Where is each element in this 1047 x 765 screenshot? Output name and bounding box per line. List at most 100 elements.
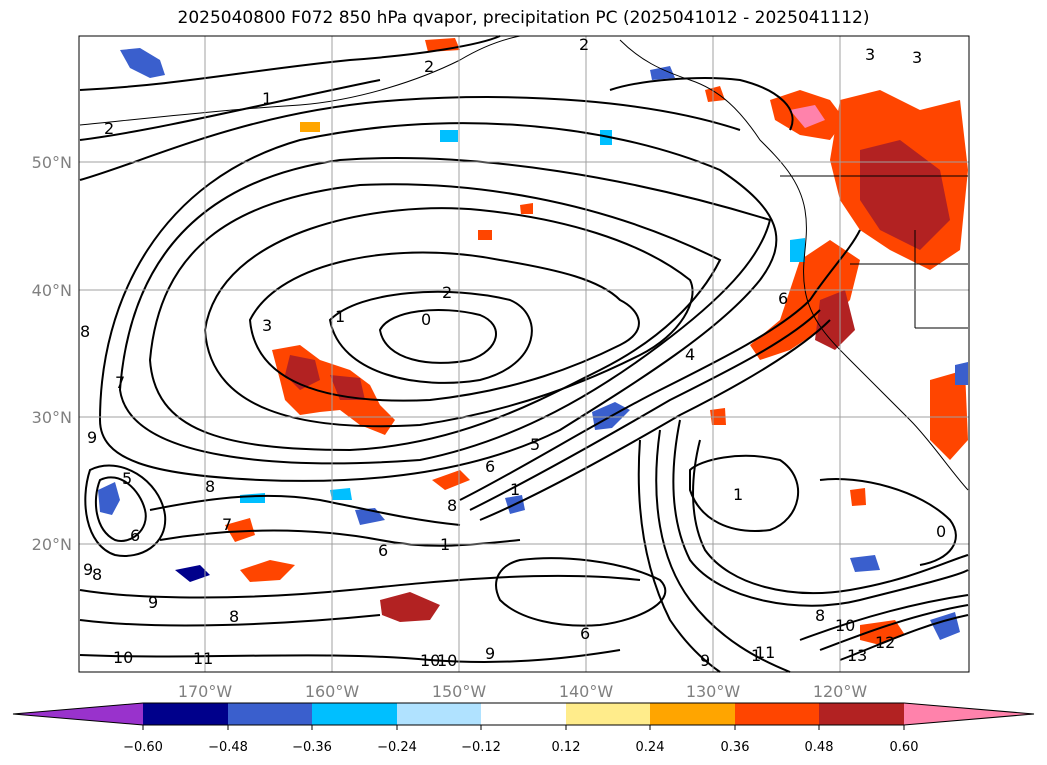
lon-label: 120°W — [813, 682, 868, 701]
contour-label: 1 — [335, 307, 345, 326]
contour-line — [378, 309, 497, 364]
colorbar-segment — [566, 703, 650, 725]
contour-label: 0 — [936, 522, 946, 541]
colorbar-extend-high — [904, 703, 1034, 725]
precip-blob — [790, 238, 805, 262]
contour-label: 10 — [835, 616, 855, 635]
contour-line — [469, 309, 821, 511]
contour-label: 8 — [92, 565, 102, 584]
precip-blob — [432, 470, 470, 490]
lat-label: 40°N — [32, 281, 72, 300]
precip-blob — [790, 105, 825, 128]
lon-label: 130°W — [686, 682, 741, 701]
precip-blob — [705, 86, 725, 102]
contour-label: 12 — [875, 633, 895, 652]
lat-label: 50°N — [32, 153, 72, 172]
contour-line — [495, 557, 667, 627]
contour-line — [692, 439, 969, 594]
precip-blob — [650, 66, 675, 80]
contour-line — [799, 594, 969, 641]
contour-label: 9 — [485, 644, 495, 663]
contour-label: 3 — [912, 48, 922, 67]
contour-label: 10 — [437, 651, 457, 670]
contour-label: 1 — [262, 89, 272, 108]
contour-label: 1 — [733, 485, 743, 504]
colorbar-tick-label: −0.12 — [461, 740, 501, 755]
lat-axis: 50°N 40°N 30°N 20°N — [32, 153, 72, 554]
precip-blob — [98, 482, 120, 515]
contour-label: 2 — [579, 35, 589, 54]
colorbar-segment — [819, 703, 904, 725]
precip-positive — [225, 38, 968, 645]
colorbar-segment — [143, 703, 228, 725]
lon-label: 160°W — [305, 682, 360, 701]
contour-label: 6 — [580, 624, 590, 643]
contour-label: 9 — [700, 651, 710, 670]
contour-line — [655, 429, 791, 673]
colorbar-tick-label: 0.12 — [552, 740, 581, 755]
precip-blob — [860, 140, 950, 250]
contour-label: 6 — [778, 289, 788, 308]
contour-line — [84, 464, 167, 557]
contour-line — [479, 319, 831, 521]
lon-axis: 170°W 160°W 150°W 140°W 130°W 120°W — [178, 682, 868, 701]
contour-label: 7 — [222, 515, 232, 534]
colorbar-segment — [735, 703, 819, 725]
colorbar-tick-label: −0.24 — [377, 740, 417, 755]
precip-blob — [478, 230, 492, 240]
colorbar: −0.60 −0.48 −0.36 −0.24 −0.12 0.12 0.24 … — [12, 702, 1035, 755]
precip-blob — [380, 592, 440, 622]
precip-blob — [330, 375, 365, 400]
precip-blob — [330, 488, 352, 500]
lat-label: 20°N — [32, 535, 72, 554]
contour-line — [689, 454, 799, 532]
colorbar-tick-label: −0.60 — [123, 740, 163, 755]
precip-blob — [440, 130, 458, 142]
precip-blob — [600, 130, 612, 145]
contour-line — [79, 79, 381, 141]
contour-label: 10 — [113, 648, 133, 667]
colorbar-tick-label: 0.36 — [721, 740, 750, 755]
precip-blob — [225, 518, 255, 542]
contour-line — [79, 649, 621, 663]
contour-label: 3 — [865, 45, 875, 64]
contour-label: 8 — [815, 606, 825, 625]
precip-blob — [815, 290, 855, 350]
contour-label: 2 — [104, 119, 114, 138]
contour-line — [672, 419, 969, 607]
contour-label: 6 — [130, 526, 140, 545]
precip-blob — [850, 555, 880, 572]
contour-line — [118, 157, 772, 465]
lon-label: 150°W — [432, 682, 487, 701]
contour-label: 9 — [87, 428, 97, 447]
contour-line — [637, 439, 721, 673]
coastline — [619, 39, 969, 491]
contour-line — [839, 614, 969, 661]
map-frame — [78, 35, 970, 673]
qvapor-contours — [79, 35, 969, 673]
contour-line — [148, 183, 722, 452]
contour-line — [328, 290, 533, 384]
precip-blob — [930, 370, 968, 460]
colorbar-segment — [650, 703, 735, 725]
colorbar-ticks — [142, 725, 905, 730]
contour-line — [79, 96, 741, 181]
precip-blob — [240, 560, 295, 582]
contour-label: 1 — [440, 535, 450, 554]
colorbar-segment — [228, 703, 312, 725]
contour-label: 1 — [751, 646, 761, 665]
colorbar-segment — [312, 703, 397, 725]
colorbar-tick-label: 0.48 — [805, 740, 834, 755]
precip-blob — [955, 362, 968, 385]
lat-label: 30°N — [32, 408, 72, 427]
contour-label: 1 — [510, 480, 520, 499]
precip-blob — [120, 48, 165, 78]
colorbar-extend-low — [13, 703, 143, 725]
contour-label: 6 — [485, 457, 495, 476]
chart-title: 2025040800 F072 850 hPa qvapor, precipit… — [177, 8, 870, 28]
contour-labels: 1 2 2 2 3 3 0 1 2 3 4 5 6 6 7 8 8 9 9 10… — [80, 35, 946, 670]
lon-label: 170°W — [178, 682, 233, 701]
contour-line — [159, 529, 521, 547]
contour-line — [79, 614, 381, 627]
